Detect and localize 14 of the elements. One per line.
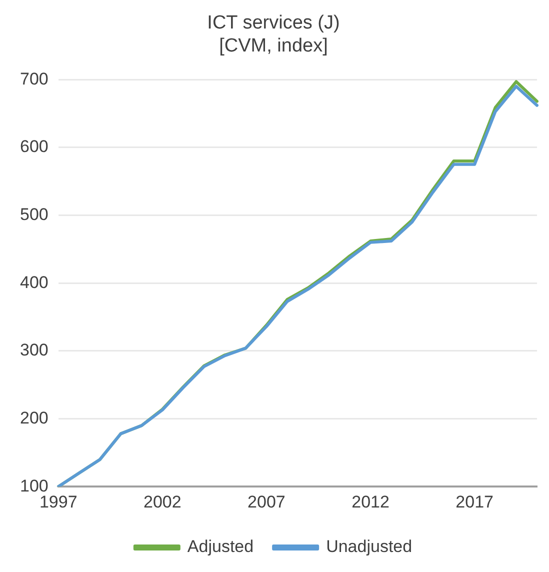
legend-label: Unadjusted (326, 537, 412, 556)
y-tick-label: 400 (20, 272, 48, 292)
y-tick-label: 500 (20, 204, 48, 224)
y-tick-label: 700 (20, 69, 48, 88)
chart-title: ICT services (J) (207, 12, 340, 34)
y-tick-label: 200 (20, 408, 48, 428)
x-tick-label: 2007 (248, 492, 286, 512)
legend-label: Adjusted (187, 537, 254, 556)
y-tick-label: 300 (20, 340, 48, 360)
x-tick-label: 2017 (456, 492, 494, 512)
y-tick-label: 600 (20, 137, 48, 156)
chart-subtitle: [CVM, index] (219, 35, 328, 56)
x-tick-label: 2012 (352, 492, 390, 512)
x-tick-label: 2002 (144, 492, 182, 512)
